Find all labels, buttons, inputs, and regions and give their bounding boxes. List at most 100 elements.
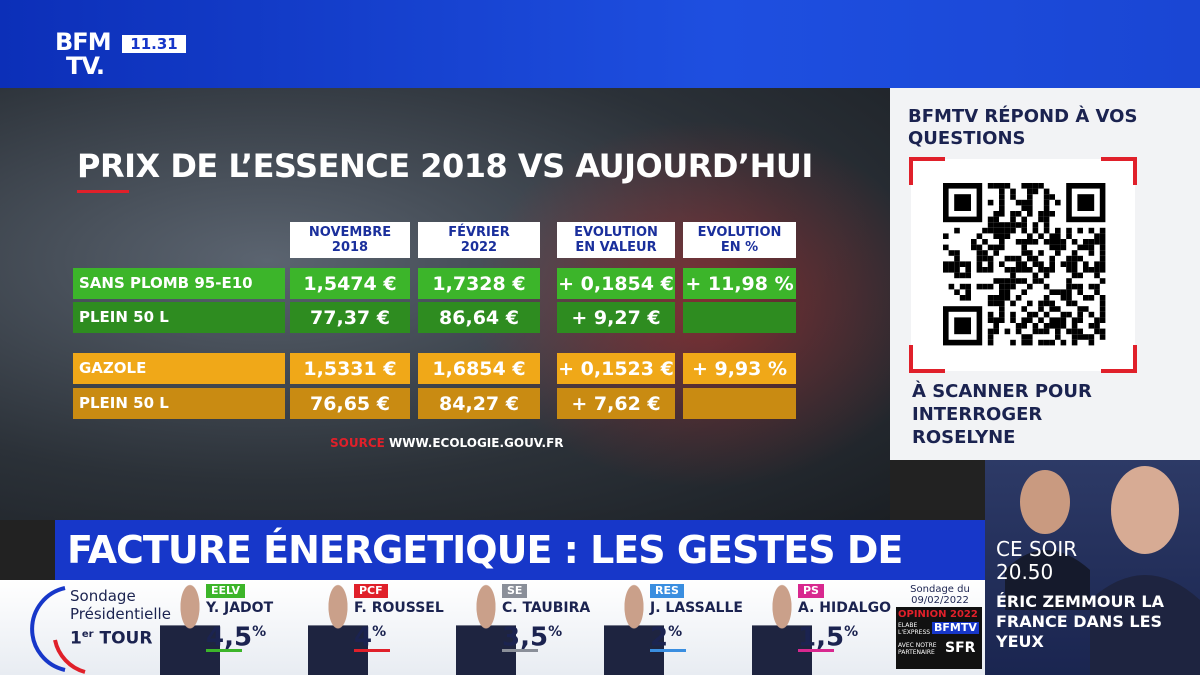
qr-module xyxy=(1027,334,1033,340)
qr-module xyxy=(976,283,983,290)
qr-module xyxy=(1088,250,1095,256)
qr-module xyxy=(1077,311,1083,318)
qr-module xyxy=(1071,239,1078,245)
qr-module xyxy=(1077,255,1083,262)
qr-module xyxy=(1027,194,1033,200)
qr-module xyxy=(1077,328,1083,335)
score-value: 2 xyxy=(650,622,669,653)
qr-module xyxy=(1021,267,1027,273)
score-unit: % xyxy=(668,624,683,640)
qr-module xyxy=(1099,278,1106,284)
qr-finder xyxy=(954,317,971,335)
qr-module xyxy=(1094,261,1100,267)
qr-module xyxy=(993,227,999,234)
qr-module xyxy=(1066,227,1072,234)
table-cell: + 0,1523 € xyxy=(557,353,675,384)
table-cell: + 11,98 % xyxy=(683,268,796,299)
table-cell: 1,7328 € xyxy=(418,268,540,299)
qr-module xyxy=(1071,339,1078,346)
qr-module xyxy=(1010,278,1016,284)
qr-module xyxy=(999,289,1005,295)
poll-date: 09/02/2022 xyxy=(911,595,969,606)
qr-module xyxy=(1027,205,1033,211)
qr-module xyxy=(954,227,960,234)
qr-module xyxy=(1043,222,1050,228)
qr-module xyxy=(1099,317,1106,323)
qr-module xyxy=(999,300,1005,307)
qr-module xyxy=(1060,317,1067,323)
party-tag: PCF xyxy=(354,584,388,598)
qr-module xyxy=(965,267,971,273)
qr-module xyxy=(959,295,966,301)
qr-module xyxy=(1099,244,1106,251)
qr-module xyxy=(1010,300,1016,307)
qr-module xyxy=(1043,211,1050,217)
qr-module xyxy=(971,239,977,245)
qr-module xyxy=(1010,255,1016,262)
qr-module xyxy=(999,205,1005,211)
qr-module xyxy=(999,227,1005,234)
qr-module xyxy=(993,244,999,251)
qr-module xyxy=(1071,250,1078,256)
score-underline xyxy=(650,649,686,652)
candidate-name: Y. JADOT xyxy=(206,600,274,616)
header-line: EN % xyxy=(720,240,759,255)
qr-module xyxy=(1055,227,1061,234)
qr-module xyxy=(971,244,977,251)
qr-module xyxy=(993,183,999,189)
qr-module xyxy=(1043,283,1050,290)
qr-module xyxy=(1088,227,1095,234)
table-cell: 76,65 € xyxy=(290,388,410,419)
qr-module xyxy=(1060,311,1067,318)
qr-module xyxy=(1021,278,1027,284)
header-line: 2022 xyxy=(460,240,498,255)
poll-partner-note: AVEC NOTRE PARTENAIRE xyxy=(898,642,937,656)
qr-module xyxy=(987,328,994,335)
qr-module xyxy=(948,267,955,273)
qr-module xyxy=(1027,188,1033,195)
poll-channel: BFMTV xyxy=(932,621,979,634)
qr-module xyxy=(1099,267,1106,273)
qr-module xyxy=(1021,205,1027,211)
qr-module xyxy=(1015,239,1022,245)
header-line: FÉVRIER xyxy=(448,225,510,240)
qr-module xyxy=(1083,239,1089,245)
qr-module xyxy=(1027,211,1033,217)
qr-module xyxy=(993,295,999,301)
qr-module xyxy=(1043,272,1050,279)
qr-module xyxy=(1055,323,1061,329)
qr-module xyxy=(1071,300,1078,307)
qr-module xyxy=(1015,211,1022,217)
qr-module xyxy=(1004,278,1011,284)
candidate-score: 4,5% xyxy=(206,616,266,654)
side-caption: À SCANNER POUR INTERROGER ROSELYNE xyxy=(912,381,1092,448)
column-header: FÉVRIER 2022 xyxy=(418,222,540,258)
qr-module xyxy=(965,295,971,301)
qr-module xyxy=(954,255,960,262)
candidate-photo xyxy=(752,584,812,675)
qr-module xyxy=(1004,328,1011,335)
qr-module xyxy=(999,188,1005,195)
qr-module xyxy=(1094,267,1100,273)
qr-module xyxy=(1021,199,1027,206)
qr-module xyxy=(993,216,999,223)
qr-module xyxy=(993,300,999,307)
row-label: GAZOLE xyxy=(73,353,285,384)
qr-module xyxy=(1027,300,1033,307)
table-cell: 1,5331 € xyxy=(290,353,410,384)
qr-module xyxy=(1032,188,1039,195)
qr-module xyxy=(1071,272,1078,279)
qr-module xyxy=(1021,323,1027,329)
qr-module xyxy=(1021,239,1027,245)
qr-module xyxy=(1010,317,1016,323)
qr-module xyxy=(993,323,999,329)
qr-module xyxy=(1060,239,1067,245)
qr-module xyxy=(1099,233,1106,239)
qr-module xyxy=(1021,317,1027,323)
qr-module xyxy=(1032,323,1039,329)
qr-module xyxy=(1021,250,1027,256)
qr-module xyxy=(965,283,971,290)
source-line: SOURCE WWW.ECOLOGIE.GOUV.FR xyxy=(330,436,564,450)
qr-module xyxy=(1094,289,1100,295)
